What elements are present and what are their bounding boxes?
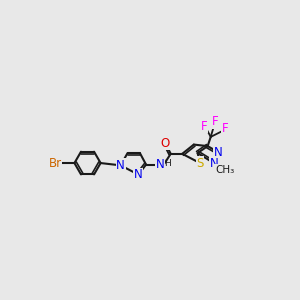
Text: F: F bbox=[222, 122, 229, 135]
Text: CH₃: CH₃ bbox=[215, 165, 234, 175]
Text: N: N bbox=[155, 158, 164, 171]
Text: F: F bbox=[212, 115, 219, 128]
Text: N: N bbox=[116, 159, 125, 172]
Text: O: O bbox=[161, 136, 170, 149]
Text: S: S bbox=[196, 157, 204, 169]
Text: N: N bbox=[214, 146, 223, 159]
Text: N: N bbox=[209, 157, 218, 169]
Text: F: F bbox=[200, 120, 207, 133]
Text: N: N bbox=[134, 168, 143, 181]
Text: H: H bbox=[164, 159, 171, 168]
Text: Br: Br bbox=[49, 157, 62, 169]
